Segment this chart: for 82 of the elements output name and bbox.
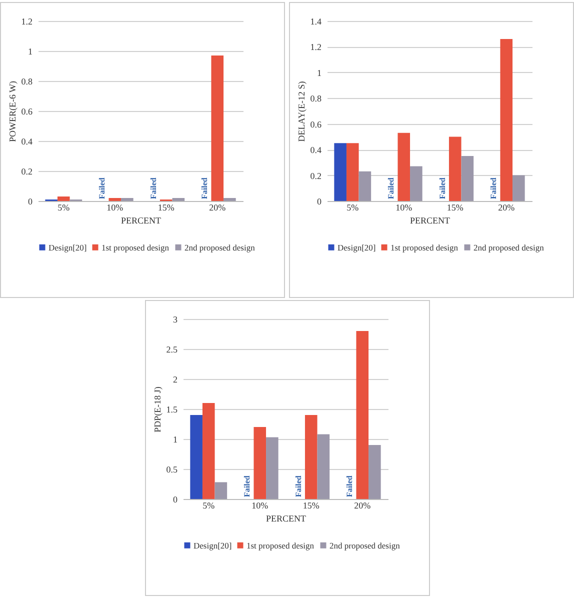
legend-label: 2nd proposed design — [184, 242, 256, 252]
text: Failed — [386, 178, 396, 199]
legend-label: Design[20] — [338, 242, 376, 252]
bar — [57, 196, 70, 201]
y-tick-label: 1.5 — [166, 404, 178, 414]
bar — [202, 403, 214, 499]
x-tick-label: 20% — [209, 202, 226, 212]
bar — [448, 136, 462, 201]
x-tick-label: 15% — [446, 202, 464, 212]
y-tick-label: 0 — [172, 494, 178, 504]
bar — [211, 56, 224, 201]
bar — [512, 175, 525, 201]
y-tick-label: 0 — [28, 196, 33, 206]
x-axis-title: PERCENT — [120, 216, 162, 226]
x-tick-label: 10% — [251, 500, 268, 510]
y-axis-title: DELAY(E-12 S) — [296, 81, 306, 142]
x-tick-label: 5% — [346, 202, 360, 212]
y-tick-label: 0 — [317, 196, 322, 206]
bar — [108, 198, 122, 201]
y-tick-label: 2 — [172, 374, 177, 384]
bar — [190, 415, 202, 499]
y-tick-label: 1 — [28, 46, 32, 56]
legend-label: 1st proposed design — [246, 540, 314, 550]
bar — [334, 143, 346, 201]
y-axis-title: PDP(E-18 J) — [152, 386, 162, 432]
bar — [368, 445, 380, 499]
legend-label: Design[20] — [48, 242, 87, 252]
text: Failed — [438, 178, 447, 199]
legend-label: 2nd proposed design — [474, 242, 545, 252]
x-tick-label: 10% — [396, 202, 413, 212]
y-axis-title: POWER(E-6 W) — [7, 80, 18, 142]
x-tick-label: 10% — [106, 202, 124, 212]
text: Failed — [242, 476, 252, 497]
bar — [172, 198, 185, 201]
legend-label: 2nd proposed design — [329, 540, 400, 550]
legend-label: Design[20] — [193, 540, 232, 550]
x-tick-label: 15% — [302, 500, 320, 510]
bar — [410, 166, 422, 201]
x-axis-title: PERCENT — [265, 514, 306, 524]
bar — [358, 171, 372, 201]
bar — [266, 437, 278, 499]
bar — [121, 198, 134, 201]
text: Failed — [98, 178, 107, 199]
text: Failed — [489, 178, 498, 199]
x-tick-label: 5% — [58, 202, 70, 212]
y-tick-label: 1 — [172, 434, 177, 444]
text: Failed — [200, 178, 210, 199]
bar — [356, 331, 368, 499]
bar — [253, 427, 266, 499]
bar — [214, 482, 227, 499]
y-tick-label: 3 — [172, 314, 178, 324]
y-tick-label: 0.8 — [310, 94, 322, 104]
y-tick-label: 0.2 — [21, 166, 32, 176]
bar — [461, 156, 474, 201]
bar — [500, 39, 513, 201]
text: Failed — [344, 476, 354, 497]
y-tick-label: 0.6 — [310, 119, 322, 130]
y-tick-label: 0.4 — [21, 136, 33, 146]
y-tick-label: 1 — [317, 68, 322, 78]
y-tick-label: 2.5 — [166, 344, 178, 354]
x-axis-title: PERCENT — [410, 216, 450, 226]
legend-label: 1st proposed design — [390, 242, 459, 252]
bar — [224, 198, 236, 201]
y-tick-label: 0.8 — [21, 76, 33, 86]
x-tick-label: 5% — [202, 500, 215, 510]
y-tick-label: 1.4 — [310, 16, 322, 26]
y-tick-label: 0.2 — [310, 170, 322, 181]
x-tick-label: 20% — [354, 500, 371, 510]
bar — [316, 434, 330, 499]
y-tick-label: 0.5 — [166, 464, 178, 474]
bar — [398, 132, 410, 201]
x-tick-label: 20% — [498, 202, 516, 212]
x-tick-label: 15% — [158, 202, 175, 212]
bar — [346, 143, 359, 201]
y-tick-label: 0.6 — [21, 106, 33, 116]
y-tick-label: 0.4 — [310, 145, 322, 156]
text: Failed — [293, 476, 302, 497]
text: Failed — [148, 178, 158, 199]
y-tick-label: 1.2 — [310, 42, 322, 52]
legend-label: 1st proposed design — [102, 242, 170, 252]
y-tick-label: 1.2 — [21, 16, 32, 26]
bar — [304, 415, 317, 499]
